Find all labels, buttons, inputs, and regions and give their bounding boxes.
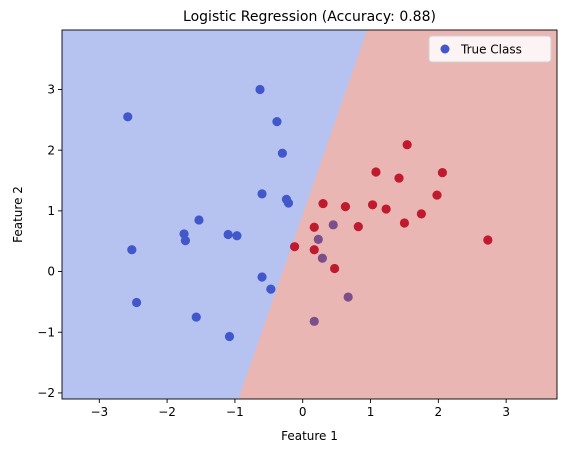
data-point bbox=[191, 312, 201, 322]
data-point bbox=[309, 245, 319, 255]
data-point bbox=[340, 202, 351, 212]
data-point bbox=[123, 112, 133, 122]
data-point bbox=[257, 189, 267, 199]
plot-frame bbox=[61, 29, 558, 400]
data-point bbox=[131, 297, 142, 308]
x-tick-label: 1 bbox=[367, 405, 375, 419]
data-point bbox=[317, 253, 327, 263]
data-point bbox=[224, 331, 235, 342]
data-point bbox=[483, 235, 493, 245]
y-tick-label: −2 bbox=[37, 386, 55, 400]
legend-marker bbox=[440, 44, 450, 54]
y-tick-label: 1 bbox=[47, 204, 55, 218]
data-point bbox=[289, 242, 300, 252]
data-point bbox=[255, 84, 265, 95]
data-point bbox=[283, 198, 294, 208]
chart-title: Logistic Regression (Accuracy: 0.88) bbox=[183, 9, 436, 25]
y-tick-label: 0 bbox=[47, 265, 55, 279]
legend-label: True Class bbox=[460, 43, 522, 57]
x-tick-label: −2 bbox=[158, 405, 176, 419]
legend: True Class bbox=[428, 35, 552, 63]
data-point bbox=[180, 235, 191, 246]
data-point bbox=[329, 263, 340, 274]
data-point bbox=[437, 168, 448, 178]
data-point bbox=[272, 117, 282, 127]
legend-box bbox=[428, 35, 552, 63]
data-point bbox=[266, 284, 276, 294]
data-point bbox=[194, 215, 204, 225]
data-point bbox=[309, 316, 319, 326]
data-point bbox=[353, 222, 363, 232]
data-point bbox=[223, 229, 233, 240]
y-axis: −2 −1 0 1 2 3 bbox=[37, 83, 62, 400]
data-points bbox=[123, 84, 493, 342]
x-tick-label: 0 bbox=[299, 405, 307, 419]
data-point bbox=[232, 231, 242, 241]
data-point bbox=[381, 204, 391, 214]
data-point bbox=[402, 140, 412, 150]
data-point bbox=[371, 167, 381, 177]
y-axis-label: Feature 2 bbox=[11, 186, 25, 243]
data-point bbox=[367, 200, 378, 210]
data-point bbox=[257, 272, 267, 282]
data-point bbox=[318, 198, 328, 209]
data-point bbox=[432, 190, 442, 200]
data-point bbox=[328, 220, 338, 230]
x-axis-label: Feature 1 bbox=[281, 429, 338, 443]
data-point bbox=[394, 173, 404, 183]
x-tick-label: 2 bbox=[435, 405, 443, 419]
y-tick-label: 3 bbox=[47, 83, 55, 97]
data-point bbox=[343, 292, 353, 302]
data-point bbox=[127, 245, 137, 255]
y-tick-label: 2 bbox=[47, 143, 55, 157]
data-point bbox=[309, 222, 319, 232]
decision-regions bbox=[62, 30, 557, 399]
data-point bbox=[416, 209, 426, 219]
x-tick-label: 3 bbox=[502, 405, 510, 419]
data-point bbox=[277, 148, 287, 158]
y-tick-label: −1 bbox=[37, 325, 55, 339]
x-tick-label: −3 bbox=[90, 405, 108, 419]
data-point bbox=[313, 234, 323, 244]
data-point bbox=[399, 218, 410, 228]
x-tick-label: −1 bbox=[226, 405, 244, 419]
x-axis: −3 −2 −1 0 1 2 3 bbox=[90, 399, 510, 419]
